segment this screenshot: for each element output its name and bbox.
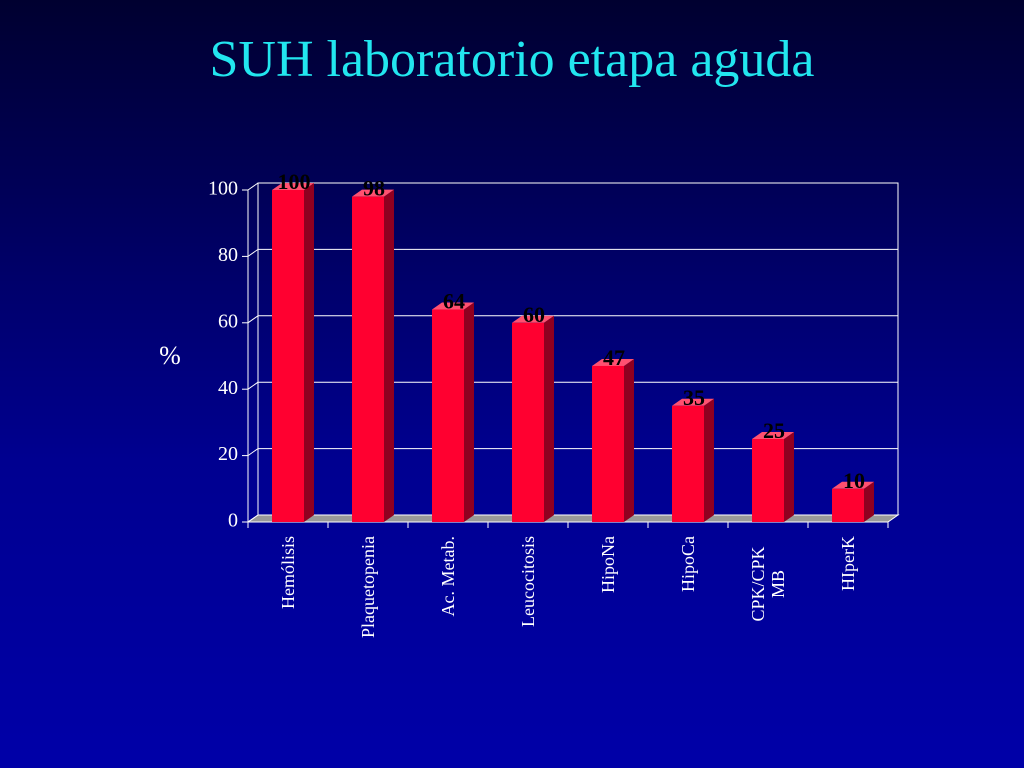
x-tick-label: HIperK — [828, 536, 868, 632]
bar — [352, 196, 384, 522]
value-label: 25 — [763, 418, 785, 443]
x-tick-label: Hemólisis — [268, 536, 308, 632]
value-label: 60 — [523, 302, 545, 327]
value-label: 47 — [603, 345, 625, 370]
x-tick-label-text: HipoNa — [598, 536, 618, 593]
bar-side — [464, 302, 474, 522]
x-tick-label-text: Hemólisis — [278, 536, 298, 610]
grid-line — [247, 182, 259, 191]
bar-top — [432, 302, 474, 310]
grid-line — [247, 315, 259, 324]
x-tick-label-text: CPK/CPK MB — [748, 546, 788, 622]
bar — [272, 190, 304, 522]
x-tick-label-text: Leucocitosis — [518, 536, 538, 627]
bar-side — [544, 315, 554, 522]
y-tick-label: 80 — [218, 244, 238, 266]
bar-top — [592, 358, 634, 366]
x-tick-label-text: HIperK — [838, 536, 858, 591]
bar-side — [704, 398, 714, 522]
grid-line — [247, 514, 259, 523]
bar-side — [784, 432, 794, 522]
grid-line — [247, 248, 259, 257]
y-axis-title: % — [159, 341, 181, 370]
bar — [752, 439, 784, 522]
bar-top — [832, 481, 874, 489]
bar — [512, 322, 544, 522]
x-tick-label: HipoNa — [588, 536, 628, 632]
bar — [672, 405, 704, 522]
x-tick-label: CPK/CPK MB — [748, 536, 788, 632]
value-label: 10 — [843, 468, 865, 493]
y-tick-label: 40 — [218, 377, 238, 399]
x-tick-label: Ac. Metab. — [428, 536, 468, 632]
y-tick-label: 20 — [218, 443, 238, 465]
grid-line — [247, 448, 259, 457]
x-tick-label-text: Ac. Metab. — [438, 536, 458, 617]
bar-top — [752, 432, 794, 439]
y-tick-label: 100 — [208, 178, 238, 200]
x-tick-label: Plaquetopenia — [348, 536, 388, 638]
bar-side — [624, 358, 634, 522]
bar — [432, 309, 464, 522]
bar-top — [672, 398, 714, 406]
value-label: 35 — [683, 385, 705, 410]
floor — [246, 514, 900, 523]
x-tick-label-text: Plaquetopenia — [358, 536, 378, 638]
bar — [832, 488, 864, 522]
x-tick-label: HipoCa — [668, 536, 708, 632]
bar — [592, 365, 624, 522]
value-label: 64 — [443, 289, 465, 314]
y-tick-label: 60 — [218, 310, 238, 332]
value-label: 98 — [363, 176, 385, 201]
bar-side — [384, 189, 394, 522]
bar-top — [352, 189, 394, 197]
bar-side — [864, 481, 874, 522]
grid-line — [247, 381, 259, 390]
bar-top — [512, 315, 554, 323]
bar-top — [272, 183, 314, 190]
x-tick-label-text: HipoCa — [678, 536, 698, 592]
y-tick-label: 0 — [228, 510, 238, 532]
chart-title: SUH laboratorio etapa aguda — [209, 31, 815, 88]
value-label: 100 — [278, 169, 311, 194]
bar-side — [304, 183, 314, 522]
x-tick-label: Leucocitosis — [508, 536, 548, 632]
